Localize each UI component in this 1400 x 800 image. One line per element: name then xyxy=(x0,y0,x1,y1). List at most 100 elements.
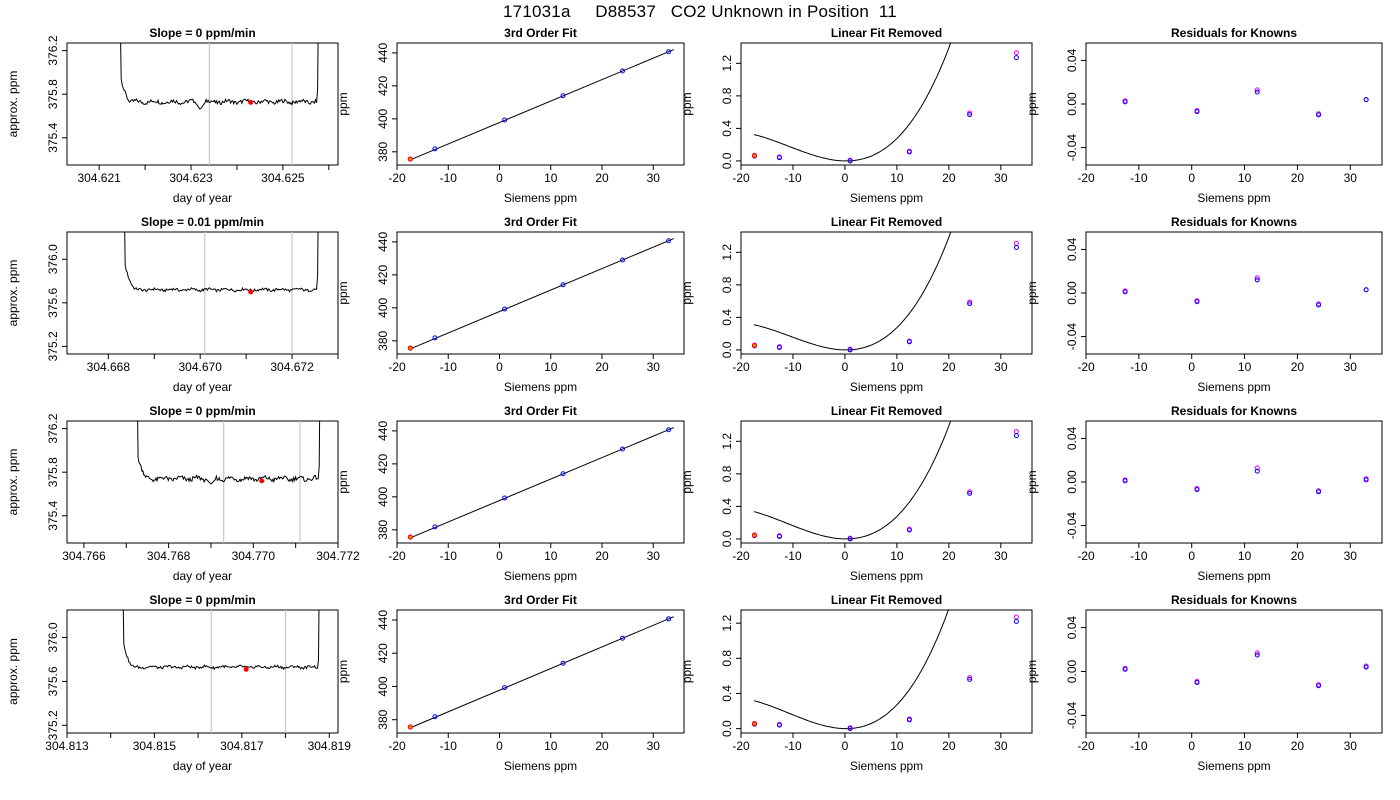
x-tick-label: 0 xyxy=(842,549,849,563)
y-tick-label: -0.04 xyxy=(1065,701,1079,729)
known-residual-alt xyxy=(1254,650,1260,656)
y-tick-label: 420 xyxy=(376,454,390,474)
plot-frame xyxy=(1085,609,1383,734)
x-tick-label: -20 xyxy=(388,360,406,374)
plot-frame xyxy=(66,609,339,734)
known-residual xyxy=(1363,664,1369,670)
x-tick-label: 20 xyxy=(942,171,956,185)
x-tick-label: 30 xyxy=(1344,739,1358,753)
x-axis-label: Siemens ppm xyxy=(850,569,923,583)
chart-panel-fit-row-4: 3rd Order Fit -20 -10 0 10 20 30 380 400 420 440 Si… xyxy=(336,593,685,773)
residual-point xyxy=(967,112,973,118)
plot-area xyxy=(124,232,319,354)
residual-point-alt xyxy=(967,489,973,495)
plot-frame xyxy=(1085,231,1383,355)
standard-point xyxy=(560,471,566,477)
residual-point xyxy=(1013,433,1019,439)
y-tick-label: 0.00 xyxy=(1065,470,1079,494)
y-tick-label: 0.8 xyxy=(720,465,734,482)
standard-point xyxy=(620,635,625,641)
residual-point xyxy=(906,339,912,345)
plot-frame xyxy=(396,42,685,166)
x-tick-label: -10 xyxy=(784,360,802,374)
standard-point xyxy=(620,257,625,263)
standard-point xyxy=(502,117,508,123)
known-residual xyxy=(1122,99,1128,105)
x-tick-label: 0 xyxy=(842,171,849,185)
plot-frame xyxy=(740,609,1033,734)
x-tick-label: 304.670 xyxy=(179,360,223,374)
chart-title: Linear Fit Removed xyxy=(831,404,942,418)
plot-frame xyxy=(396,231,685,355)
x-tick-label: 0 xyxy=(1188,171,1195,185)
standard-point xyxy=(502,685,508,691)
y-tick-label: 1.2 xyxy=(720,55,734,72)
standard-point xyxy=(560,282,566,288)
x-axis-label: Siemens ppm xyxy=(504,191,577,205)
y-tick-label: 420 xyxy=(376,76,390,96)
y-tick-label: 440 xyxy=(376,421,390,441)
y-axis-label: ppm xyxy=(680,660,694,683)
x-tick-label: 304.766 xyxy=(62,549,106,563)
x-tick-label: 20 xyxy=(1291,360,1305,374)
concentration-trace xyxy=(122,610,320,671)
x-tick-label: -20 xyxy=(1077,171,1095,185)
y-tick-label: 380 xyxy=(376,330,390,350)
y-tick-label: 1.2 xyxy=(720,615,734,632)
y-tick-label: 0.0 xyxy=(720,152,734,169)
y-tick-label: 0.0 xyxy=(720,720,734,737)
x-axis-label: day of year xyxy=(173,191,232,205)
cubic-curve xyxy=(753,421,952,540)
x-tick-label: 0 xyxy=(1188,739,1195,753)
x-tick-label: 304.623 xyxy=(169,171,213,185)
plot-frame xyxy=(66,420,339,544)
y-tick-label: -0.04 xyxy=(1065,512,1079,540)
standard-point xyxy=(666,616,672,622)
plot-area xyxy=(1122,650,1369,689)
unknown-point xyxy=(407,534,413,540)
x-tick-label: 304.770 xyxy=(232,549,276,563)
y-tick-label: 400 xyxy=(376,487,390,507)
chart-panel-residual-curve-row-2: Linear Fit Removed -20 -10 0 10 20 30 0.0 0.4 0.8… xyxy=(680,215,1033,394)
x-tick-label: 10 xyxy=(890,739,904,753)
x-tick-label: 10 xyxy=(544,171,558,185)
standard-point xyxy=(560,660,566,666)
x-tick-label: 10 xyxy=(1238,171,1252,185)
chart-panel-residuals-row-1: Residuals for Knowns -20 -10 0 10 20 30 -0.04 0.… xyxy=(1025,26,1383,205)
chart-panel-time-series-row-3: Slope = 0 ppm/min 304.766 304.768 304.770 30… xyxy=(6,404,360,583)
chart-title: Residuals for Knowns xyxy=(1171,215,1297,229)
x-axis-label: Siemens ppm xyxy=(850,759,923,773)
residual-point-alt xyxy=(1013,614,1019,620)
x-tick-label: -20 xyxy=(732,549,750,563)
x-tick-label: 10 xyxy=(544,739,558,753)
y-tick-label: 440 xyxy=(376,43,390,63)
mean-marker xyxy=(248,99,254,105)
y-tick-label: 0.0 xyxy=(720,341,734,358)
standard-point xyxy=(502,495,508,501)
x-tick-label: 30 xyxy=(1344,171,1358,185)
plot-frame xyxy=(740,42,1033,166)
known-residual xyxy=(1363,287,1369,293)
y-tick-label: 375.4 xyxy=(46,122,60,152)
chart-title: Linear Fit Removed xyxy=(831,593,942,607)
x-tick-label: 0 xyxy=(1188,360,1195,374)
residual-point-alt xyxy=(967,299,973,305)
y-tick-label: 380 xyxy=(376,519,390,539)
y-tick-label: 0.4 xyxy=(720,685,734,702)
x-tick-label: 304.815 xyxy=(133,739,177,753)
x-tick-label: 304.672 xyxy=(270,360,314,374)
x-axis-label: Siemens ppm xyxy=(1197,569,1270,583)
y-axis-label: ppm xyxy=(336,281,350,304)
y-tick-label: 400 xyxy=(376,109,390,129)
x-tick-label: 20 xyxy=(942,360,956,374)
residual-point-alt xyxy=(1013,240,1019,246)
concentration-trace xyxy=(137,421,321,485)
x-tick-label: 20 xyxy=(1291,171,1305,185)
x-tick-label: -10 xyxy=(784,549,802,563)
fit-line xyxy=(409,427,674,539)
unknown-point xyxy=(407,724,413,730)
x-tick-label: 20 xyxy=(595,549,609,563)
x-tick-label: 0 xyxy=(496,171,503,185)
y-tick-label: 380 xyxy=(376,709,390,729)
x-tick-label: 304.768 xyxy=(147,549,191,563)
